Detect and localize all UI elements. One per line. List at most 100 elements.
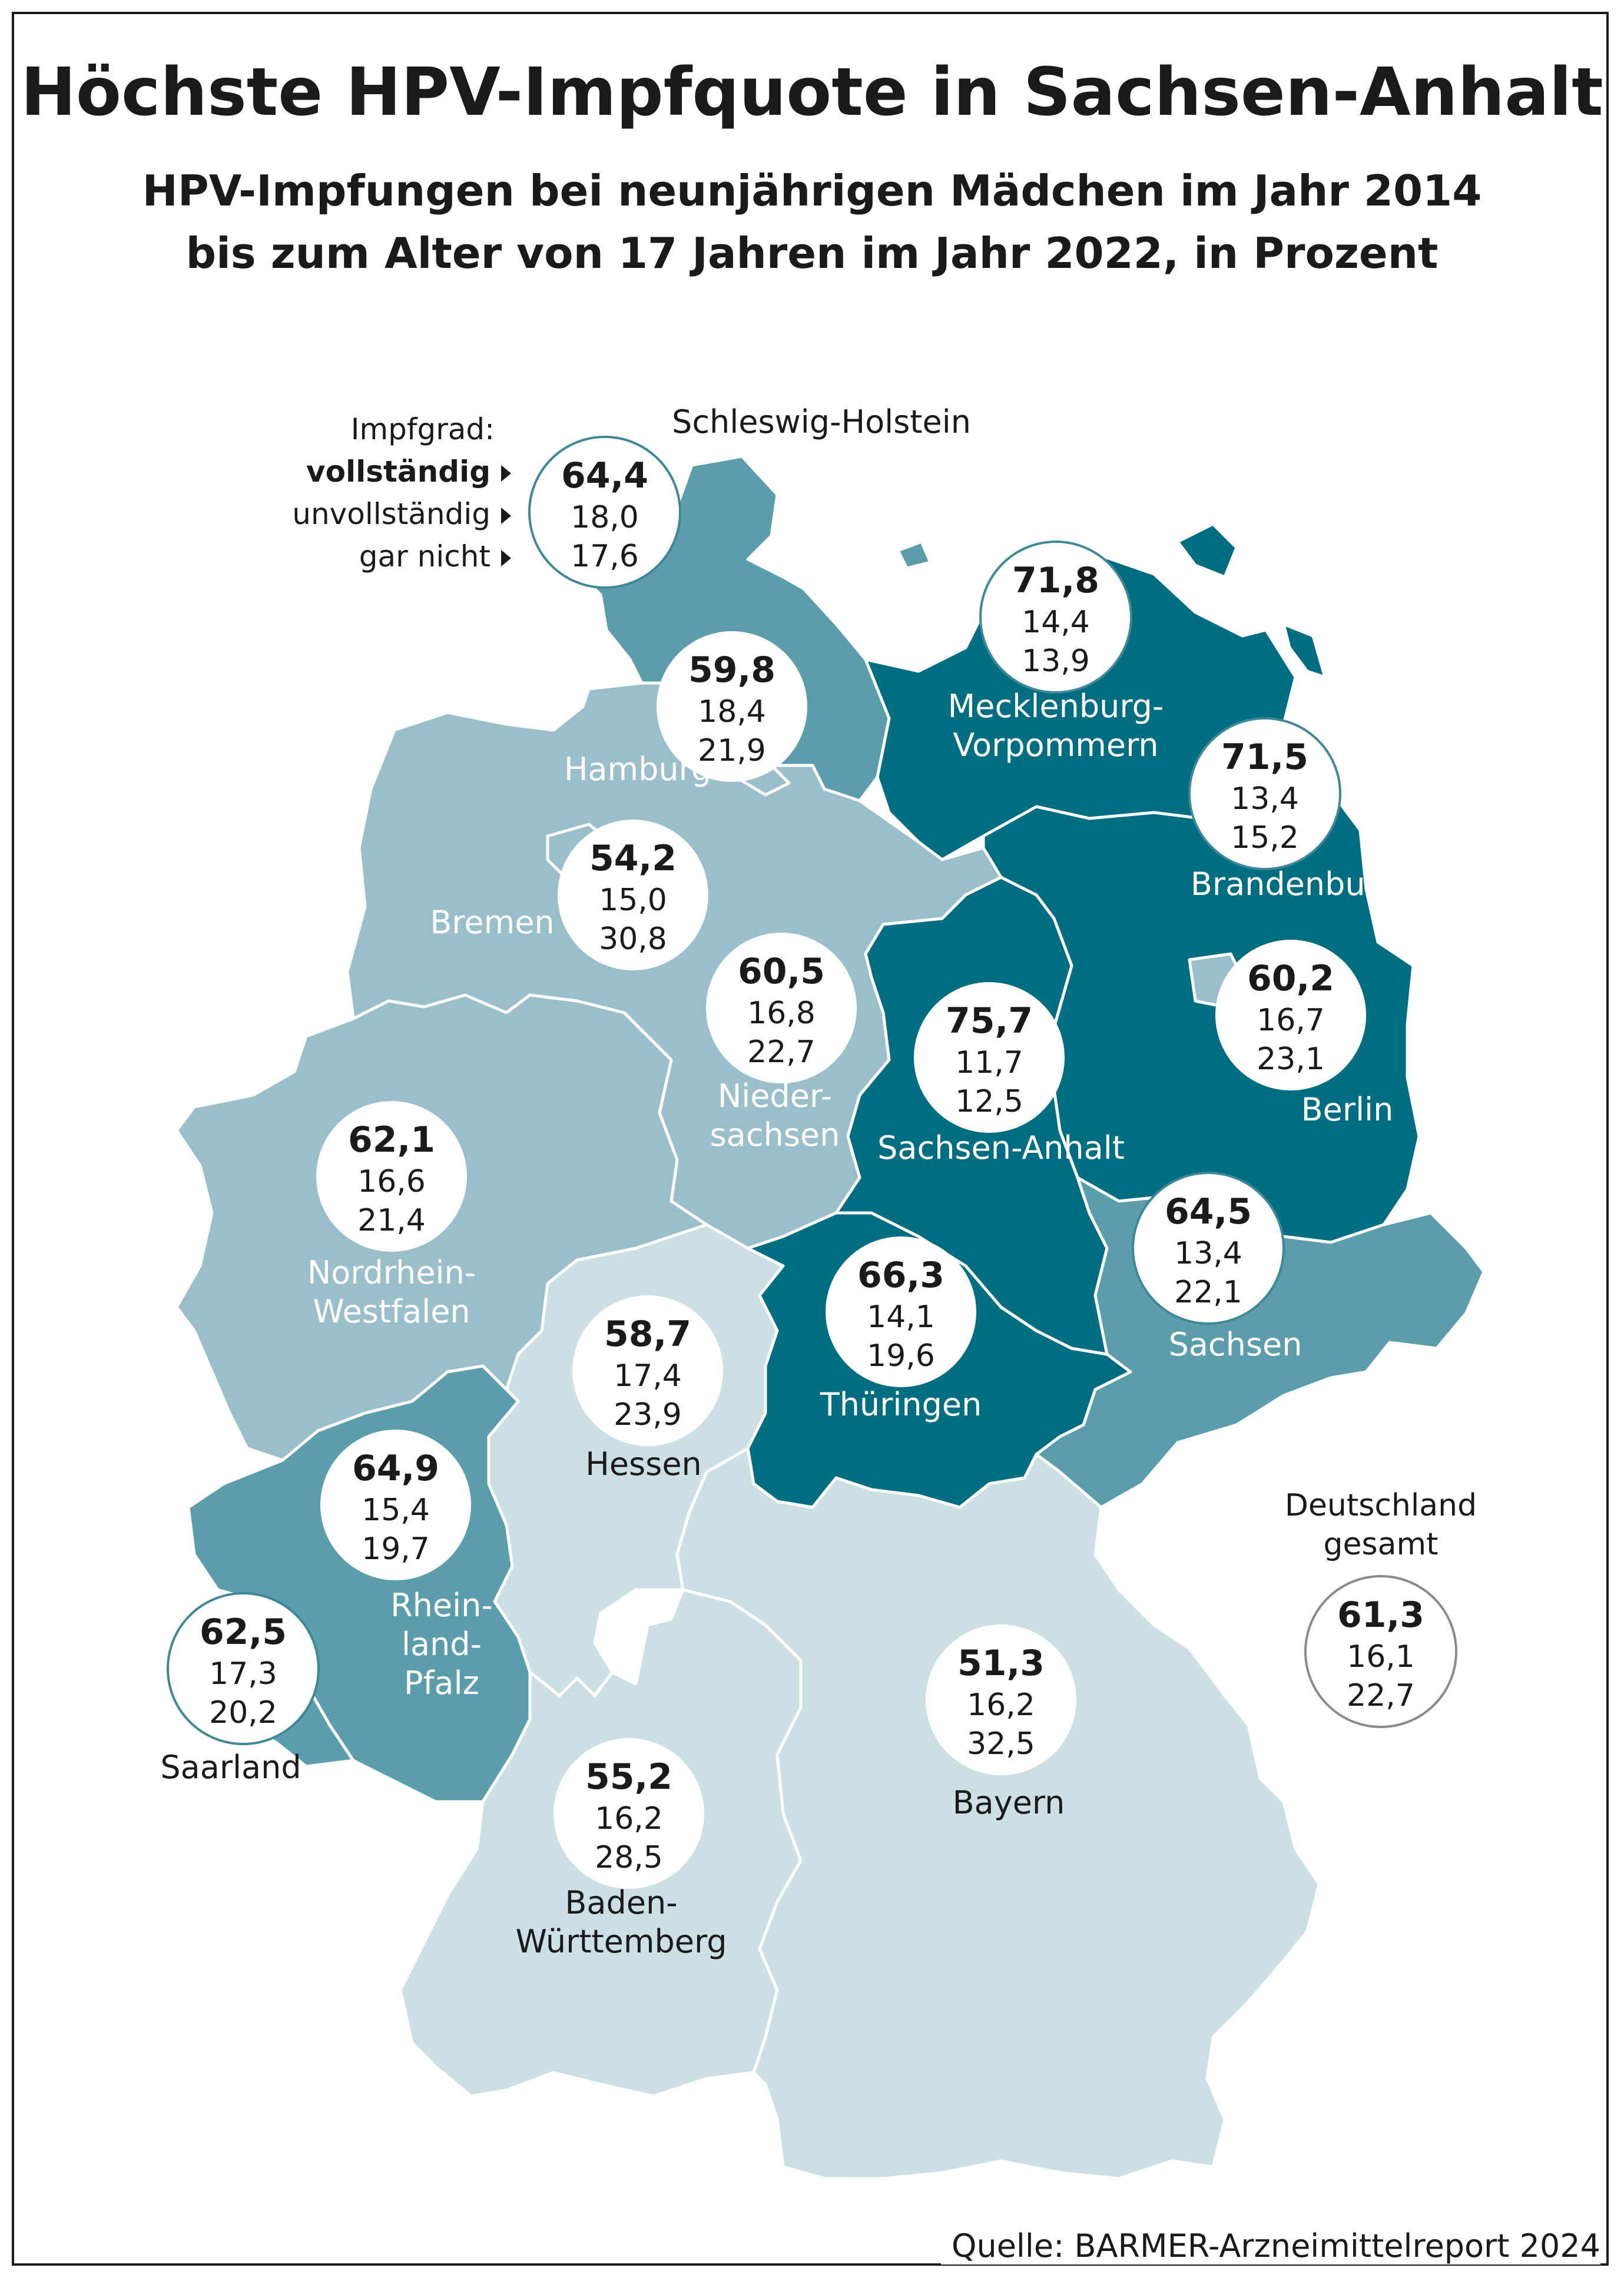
rate-none-sachsen-anhalt: 12,5 [955, 1084, 1023, 1119]
bubble-circle [167, 1592, 320, 1745]
rate-full-berlin: 60,2 [1247, 958, 1334, 999]
rate-full-mecklenburg-vorpommern: 71,8 [1012, 560, 1099, 601]
bubble-circle [1304, 1575, 1457, 1728]
rate-none-baden-wuerttemberg: 28,5 [595, 1840, 663, 1875]
triangle-right-icon [501, 508, 511, 524]
bubble-circle [657, 631, 807, 782]
rate-partial-schleswig-holstein: 18,0 [571, 500, 639, 535]
rate-bubble-sachsen: 64,5 13,4 22,1 [1132, 1172, 1285, 1325]
bubble-circle [826, 1236, 976, 1387]
national-label-line-1: Deutschland [1285, 1488, 1477, 1523]
rate-partial-sachsen: 13,4 [1174, 1236, 1242, 1271]
region-label-mecklenburg-vorpommern: Mecklenburg- [948, 688, 1164, 725]
rate-full-brandenburg: 71,5 [1221, 737, 1308, 778]
rate-none-thueringen: 19,6 [867, 1338, 935, 1374]
legend-label-vollstaendig: vollständig [306, 455, 490, 489]
region-shape-bayern [634, 1447, 1321, 2180]
rate-none-sachsen: 22,1 [1174, 1275, 1242, 1310]
rate-full-niedersachsen: 60,5 [738, 951, 825, 992]
region-label-bremen: Bremen [430, 904, 554, 941]
rate-none-brandenburg: 15,2 [1231, 820, 1299, 856]
frame-border [12, 12, 1609, 2266]
rate-partial-brandenburg: 13,4 [1231, 781, 1299, 817]
legend-label-gar-nicht: gar nicht [359, 539, 490, 573]
rate-none-niedersachsen: 22,7 [747, 1035, 816, 1070]
legend-item-vollstaendig: vollständig [181, 455, 511, 489]
rate-bubble-rheinland-pfalz: 64,9 15,419,7 [320, 1430, 471, 1580]
rate-partial-bremen: 15,0 [599, 883, 667, 918]
rate-none-bremen: 30,8 [599, 921, 667, 957]
region-label-berlin: Berlin [1301, 1091, 1394, 1128]
rate-full-saarland: 62,5 [200, 1612, 287, 1653]
national-label-line-2: gesamt [1324, 1527, 1439, 1562]
region-label-nordrhein-westfalen: Westfalen [313, 1293, 470, 1330]
subtitle-line-2: bis zum Alter von 17 Jahren im Jahr 2022… [185, 228, 1439, 278]
rate-bubble-nordrhein-westfalen: 62,116,6 21,4 [316, 1101, 467, 1252]
rate-none-berlin: 23,1 [1257, 1042, 1325, 1077]
bubble-circle [572, 1295, 723, 1446]
bubble-circle [554, 1738, 704, 1889]
rate-full-rheinland-pfalz: 64,9 [352, 1448, 439, 1489]
legend-item-unvollstaendig: unvollständig [181, 497, 511, 531]
region-label-rheinland-pfalz: Pfalz [404, 1665, 479, 1702]
rate-partial-saarland: 17,3 [209, 1656, 277, 1692]
bubble-circle [1132, 1172, 1285, 1325]
region-label-bayern: Bayern [953, 1784, 1065, 1821]
region-label-sachsen-anhalt: Sachsen-Anhalt [877, 1129, 1125, 1166]
region-label-thueringen: Thüringen [820, 1386, 982, 1423]
bubble-circle [926, 1624, 1076, 1775]
bubble-circle [1215, 940, 1366, 1090]
rate-bubble-saarland: 62,517,320,2 [167, 1592, 320, 1745]
rate-bubble-schleswig-holstein: 64,4 18,0 17,6 [528, 436, 681, 589]
rate-none-schleswig-holstein: 17,6 [571, 539, 639, 574]
region-shape-ruegen [1176, 522, 1238, 579]
region-label-schleswig-holstein: Schleswig-Holstein [672, 403, 971, 440]
rate-partial-baden-wuerttemberg: 16,2 [595, 1801, 663, 1836]
rate-full-sachsen: 64,5 [1165, 1191, 1252, 1232]
region-label-nordrhein-westfalen: Nordrhein- [307, 1254, 476, 1291]
region-label-baden-wuerttemberg: Württemberg [515, 1923, 727, 1960]
rate-full-schleswig-holstein: 64,4 [561, 455, 648, 496]
rate-partial-sachsen-anhalt: 11,7 [955, 1045, 1023, 1080]
region-label-rheinland-pfalz: Rhein- [390, 1587, 493, 1624]
bubble-circle [914, 982, 1065, 1133]
legend-heading: Impfgrad: [165, 412, 495, 446]
subtitle-line-1: HPV-Impfungen bei neunjährigen Mädchen i… [142, 166, 1482, 215]
rate-bubble-bremen: 54,2 15,030,8 [558, 820, 708, 970]
bubble-circle [528, 436, 681, 589]
rate-none-deutschland-gesamt: 22,7 [1347, 1678, 1415, 1713]
rate-bubble-deutschland-gesamt: 61,316,122,7 [1304, 1575, 1457, 1728]
bubble-circle [979, 541, 1132, 694]
region-label-baden-wuerttemberg: Baden- [565, 1884, 677, 1921]
rate-partial-rheinland-pfalz: 15,4 [362, 1493, 430, 1528]
region-label-hamburg: Hamburg [564, 751, 711, 788]
rate-full-deutschland-gesamt: 61,3 [1337, 1594, 1424, 1636]
bubble-circle [558, 820, 708, 970]
region-label-saarland: Saarland [160, 1749, 301, 1786]
rate-none-saarland: 20,2 [209, 1695, 277, 1730]
rate-full-hessen: 58,7 [604, 1314, 691, 1355]
rate-full-hamburg: 59,8 [688, 649, 775, 691]
rate-partial-hessen: 17,4 [614, 1358, 682, 1394]
rate-bubble-berlin: 60,2 16,7 23,1 [1215, 940, 1366, 1090]
region-label-mecklenburg-vorpommern: Vorpommern [953, 727, 1158, 764]
bubble-circle [706, 933, 857, 1083]
rate-bubble-sachsen-anhalt: 75,711,7 12,5 [914, 982, 1065, 1133]
region-label-hessen: Hessen [585, 1445, 702, 1483]
rate-bubble-hessen: 58,717,423,9 [572, 1295, 723, 1446]
legend-heading-text: Impfgrad: [350, 412, 495, 446]
rate-partial-bayern: 16,2 [967, 1687, 1035, 1723]
rate-none-hamburg: 21,9 [698, 733, 766, 768]
rate-full-sachsen-anhalt: 75,7 [946, 1000, 1033, 1042]
rate-partial-deutschland-gesamt: 16,1 [1347, 1639, 1415, 1675]
rate-bubble-thueringen: 66,314,119,6 [826, 1236, 976, 1387]
source-note: Quelle: BARMER-Arzneimittelreport 2024 [940, 2225, 1600, 2265]
region-label-rheinland-pfalz: land- [402, 1626, 482, 1663]
region-label-niedersachsen: Nieder- [718, 1077, 832, 1115]
rate-partial-niedersachsen: 16,8 [747, 996, 816, 1031]
region-label-brandenburg: Brandenburg [1191, 866, 1398, 903]
rate-none-bayern: 32,5 [967, 1726, 1035, 1762]
rate-bubble-baden-wuerttemberg: 55,216,2 28,5 [554, 1738, 704, 1889]
region-shape-fehmarn [896, 540, 932, 570]
